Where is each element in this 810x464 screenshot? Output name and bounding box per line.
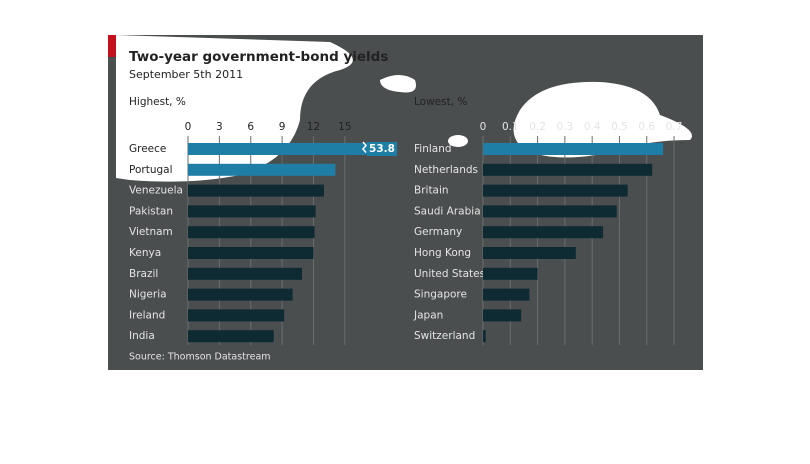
category-label: Pakistan [129,205,173,217]
category-label: Germany [414,226,462,238]
category-label: Finland [414,143,452,155]
x-tick-label: 0 [480,121,487,133]
category-label: Greece [129,143,166,155]
category-label: Venezuela [129,185,183,197]
x-tick-label: 0.3 [557,121,574,133]
bar [188,288,293,301]
bar [483,267,538,280]
bar [483,205,617,218]
x-tick-label: 9 [279,121,286,133]
axis-break [362,141,367,153]
highlight-blob [116,35,353,182]
bar [483,309,522,322]
x-tick-label: 15 [338,121,351,133]
bar [188,330,274,343]
x-tick-label: 0.2 [529,121,546,133]
category-label: Vietnam [129,226,173,238]
bar [483,143,664,155]
bar [188,143,371,155]
category-label: Nigeria [129,289,167,301]
x-tick-label: 3 [216,121,223,133]
bar [188,205,316,218]
bar [483,247,576,259]
bar [188,184,324,197]
category-label: Britain [414,185,449,197]
panel-title: Lowest, % [414,96,467,108]
highlight-blob [513,81,692,158]
highlight-blob [380,75,416,93]
category-label: Portugal [129,164,173,176]
category-label: United States [414,268,485,280]
category-label: Ireland [129,309,165,321]
x-tick-label: 0.5 [611,121,628,133]
category-label: Brazil [129,268,158,280]
x-tick-label: 0.1 [502,121,519,133]
x-tick-label: 0 [185,121,192,133]
x-tick-label: 0.4 [584,121,601,133]
bar [483,226,604,239]
bar [483,184,628,197]
source: Source: Thomson Datastream [129,352,271,363]
bar [483,163,653,176]
highlight-blob [448,135,468,147]
value-label-box [367,142,397,156]
category-label: Netherlands [414,164,478,176]
bar [188,267,302,280]
x-tick-label: 0.6 [638,121,655,133]
bar [188,226,315,239]
x-tick-label: 6 [247,121,254,133]
bar [483,330,486,343]
category-label: Hong Kong [414,247,471,259]
bar [188,309,285,322]
x-tick-label: 0.7 [666,121,683,133]
category-label: Saudi Arabia [414,205,481,217]
category-label: Kenya [129,247,161,259]
panel-title: Highest, % [129,96,186,108]
title: Two-year government-bond yields [129,49,388,65]
category-label: Switzerland [414,330,475,342]
x-tick-label: 12 [307,121,320,133]
bar [483,288,530,301]
category-label: India [129,330,155,342]
bar [188,247,314,259]
brand-tab [108,35,116,57]
category-label: Singapore [414,289,467,301]
subtitle: September 5th 2011 [129,68,243,81]
bar [188,163,336,176]
category-label: Japan [413,309,443,321]
value-label: 53.8 [369,143,395,155]
